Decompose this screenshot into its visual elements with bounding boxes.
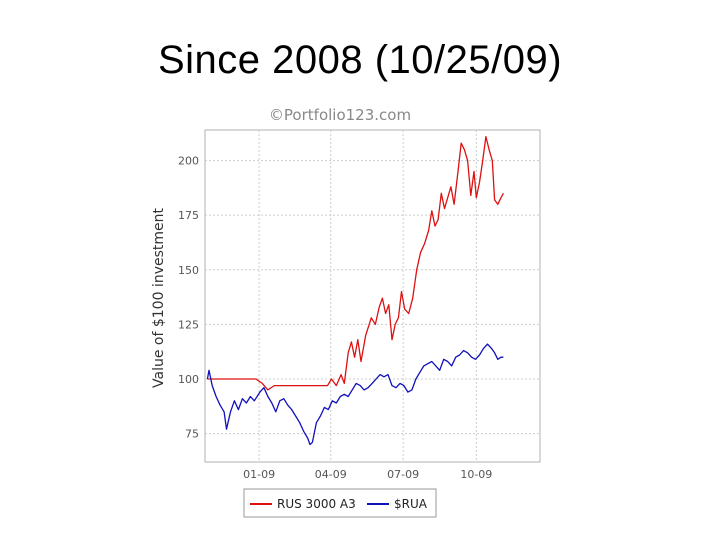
x-axis-ticks: 01-09 04-09 07-09 10-09	[243, 468, 492, 481]
y-tick-label: 100	[178, 373, 199, 386]
series-line-rus-3000-a3	[207, 135, 504, 391]
y-tick-label: 125	[178, 318, 199, 331]
slide-title: Since 2008 (10/25/09)	[157, 38, 563, 82]
y-tick-label: 150	[178, 264, 199, 277]
x-tick-label: 01-09	[243, 468, 275, 481]
y-tick-label: 200	[178, 155, 199, 168]
y-axis-label: Value of $100 investment	[151, 208, 167, 388]
series-line-rua	[206, 343, 504, 446]
series-group	[206, 135, 504, 446]
grid-lines	[205, 130, 540, 462]
legend-label: RUS 3000 A3	[277, 497, 356, 511]
plot-frame	[204, 129, 541, 463]
y-axis-ticks: 75 100 125 150 175 200	[178, 155, 199, 441]
y-tick-label: 175	[178, 209, 199, 222]
y-tick-label: 75	[185, 428, 199, 441]
x-tick-label: 04-09	[315, 468, 347, 481]
legend: RUS 3000 A3 $RUA	[243, 488, 437, 518]
x-tick-label: 07-09	[387, 468, 419, 481]
plot-area	[204, 129, 541, 463]
watermark: ©Portfolio123.com	[269, 106, 411, 124]
x-tick-label: 10-09	[460, 468, 492, 481]
legend-box	[243, 488, 437, 518]
legend-label: $RUA	[394, 497, 428, 511]
